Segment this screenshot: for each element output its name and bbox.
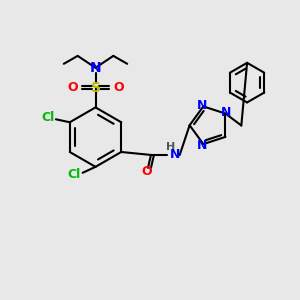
Text: Cl: Cl [41, 111, 55, 124]
Text: O: O [68, 81, 78, 94]
Text: N: N [221, 106, 232, 119]
Text: N: N [90, 61, 101, 75]
Text: O: O [142, 165, 152, 178]
Text: N: N [197, 99, 208, 112]
Text: N: N [169, 148, 180, 161]
Text: H: H [166, 142, 176, 152]
Text: Cl: Cl [67, 168, 80, 181]
Text: O: O [113, 81, 124, 94]
Text: N: N [197, 139, 208, 152]
Text: S: S [91, 81, 100, 94]
